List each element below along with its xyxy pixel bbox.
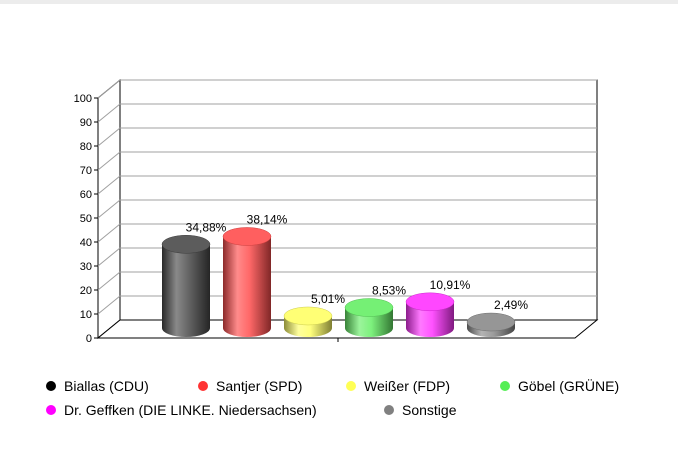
legend-marker [384,405,394,415]
gridline-side [97,103,121,123]
legend-marker [500,381,510,391]
bar-body [406,301,454,337]
gridline-side [97,79,121,99]
y-tick-label: 30 [80,261,92,273]
legend-item: Dr. Geffken (DIE LINKE. Niedersachsen) [46,402,317,418]
data-label: 38,14% [247,212,288,226]
bar-chart: 0 10 20 30 40 50 60 70 80 90 100 34,88% 38,14% 5,01%… [74,78,599,345]
data-label: 2,49% [494,298,528,312]
y-tick-label: 50 [80,213,92,225]
bar-body [162,244,210,337]
gridline-side [97,175,121,195]
legend-marker [46,405,56,415]
y-tick-label: 10 [80,309,92,321]
gridline-side [97,295,121,315]
gridline-side [97,271,121,291]
y-axis: 0 10 20 30 40 50 60 70 80 90 100 [74,93,98,345]
legend-label: Weißer (FDP) [364,378,451,394]
legend-label: Santjer (SPD) [216,378,303,394]
y-tick-label: 80 [80,141,92,153]
y-tick-label: 60 [80,189,92,201]
bar-top [344,298,394,317]
y-tick-label: 20 [80,285,92,297]
y-tick-label: 0 [86,333,92,345]
bar-1 [222,227,272,337]
top-border [0,0,678,4]
legend-marker [46,381,56,391]
bar-0 [161,235,211,337]
y-tick-label: 100 [74,93,92,105]
bar-top [283,306,333,326]
legend-marker [198,381,208,391]
gridline-side [97,127,121,147]
bar-5 [466,312,516,337]
legend-label: Dr. Geffken (DIE LINKE. Niedersachsen) [64,402,317,418]
bar-body [223,236,271,337]
y-tick-label: 70 [80,165,92,177]
bar-top [466,312,516,332]
legend-item: Biallas (CDU) [46,378,149,394]
gridline-side [97,199,121,219]
legend-item: Weißer (FDP) [346,378,450,394]
y-tick-label: 90 [80,117,92,129]
y-tick-label: 40 [80,237,92,249]
legend-label: Göbel (GRÜNE) [518,378,620,394]
data-label: 8,53% [372,284,406,298]
legend-item: Göbel (GRÜNE) [500,378,619,394]
gridline-side [97,151,121,171]
legend-label: Biallas (CDU) [64,378,149,394]
legend-label: Sonstige [402,402,457,418]
data-label: 10,91% [430,278,471,292]
bar-top [405,292,455,312]
bar-4 [405,292,455,337]
legend-item: Santjer (SPD) [198,378,302,394]
gridline-side [97,247,121,267]
bar-series [161,227,516,337]
bar-top [222,227,272,246]
bar-2 [283,306,333,337]
data-label: 34,88% [186,220,227,234]
bar-3 [344,298,394,337]
legend-item: Sonstige [384,402,456,418]
bar-top [161,235,211,254]
gridline-side [97,223,121,243]
legend-marker [346,381,356,391]
data-labels: 34,88% 38,14% 5,01% 8,53% 10,91% 2,49% [186,212,529,312]
data-label: 5,01% [311,292,345,306]
